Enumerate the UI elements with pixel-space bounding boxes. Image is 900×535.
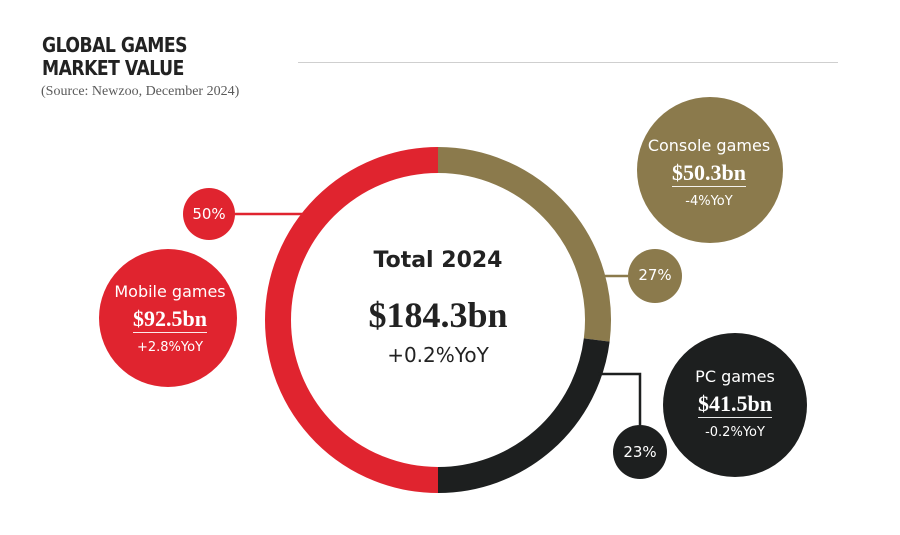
mobile-value: $92.5bn: [133, 306, 207, 333]
chart-source: (Source: Newzoo, December 2024): [41, 84, 240, 99]
console-value: $50.3bn: [672, 160, 746, 187]
console-donut-arc: [437, 147, 611, 342]
chart-title-line-2: MARKET VALUE: [42, 56, 184, 80]
pc-connector-line: [598, 372, 642, 425]
console-bubble-label: Console games $50.3bn -4%YoY: [641, 136, 777, 211]
console-pct-label: 27%: [638, 266, 672, 284]
mobile-pct-label: 50%: [192, 205, 226, 223]
pc-yoy: -0.2%YoY: [705, 425, 765, 440]
mobile-bubble: [99, 249, 237, 387]
console-yoy: -4%YoY: [685, 194, 733, 209]
pc-donut-arc: [437, 338, 610, 493]
console-bubble: [637, 97, 783, 243]
mobile-bubble-label: Mobile games $92.5bn +2.8%YoY: [112, 282, 228, 357]
mobile-pct-badge: [183, 188, 235, 240]
mobile-name: Mobile games: [114, 282, 226, 301]
mobile-yoy: +2.8%YoY: [136, 340, 204, 355]
pc-name: PC games: [695, 367, 775, 386]
chart-title-line-1: GLOBAL GAMES: [42, 33, 187, 57]
total-yoy: +0.2%YoY: [387, 343, 489, 367]
total-label: Total 2024: [373, 248, 503, 273]
console-name: Console games: [647, 136, 771, 155]
header-divider: [298, 62, 838, 63]
pc-pct-label: 23%: [623, 443, 657, 461]
mobile-donut-arc: [265, 147, 439, 493]
total-value: $184.3bn: [368, 295, 508, 335]
pc-bubble-label: PC games $41.5bn -0.2%YoY: [675, 367, 795, 442]
console-pct-badge: [628, 249, 682, 303]
pc-pct-badge: [613, 425, 667, 479]
pc-bubble: [663, 333, 807, 477]
pc-value: $41.5bn: [698, 391, 772, 418]
